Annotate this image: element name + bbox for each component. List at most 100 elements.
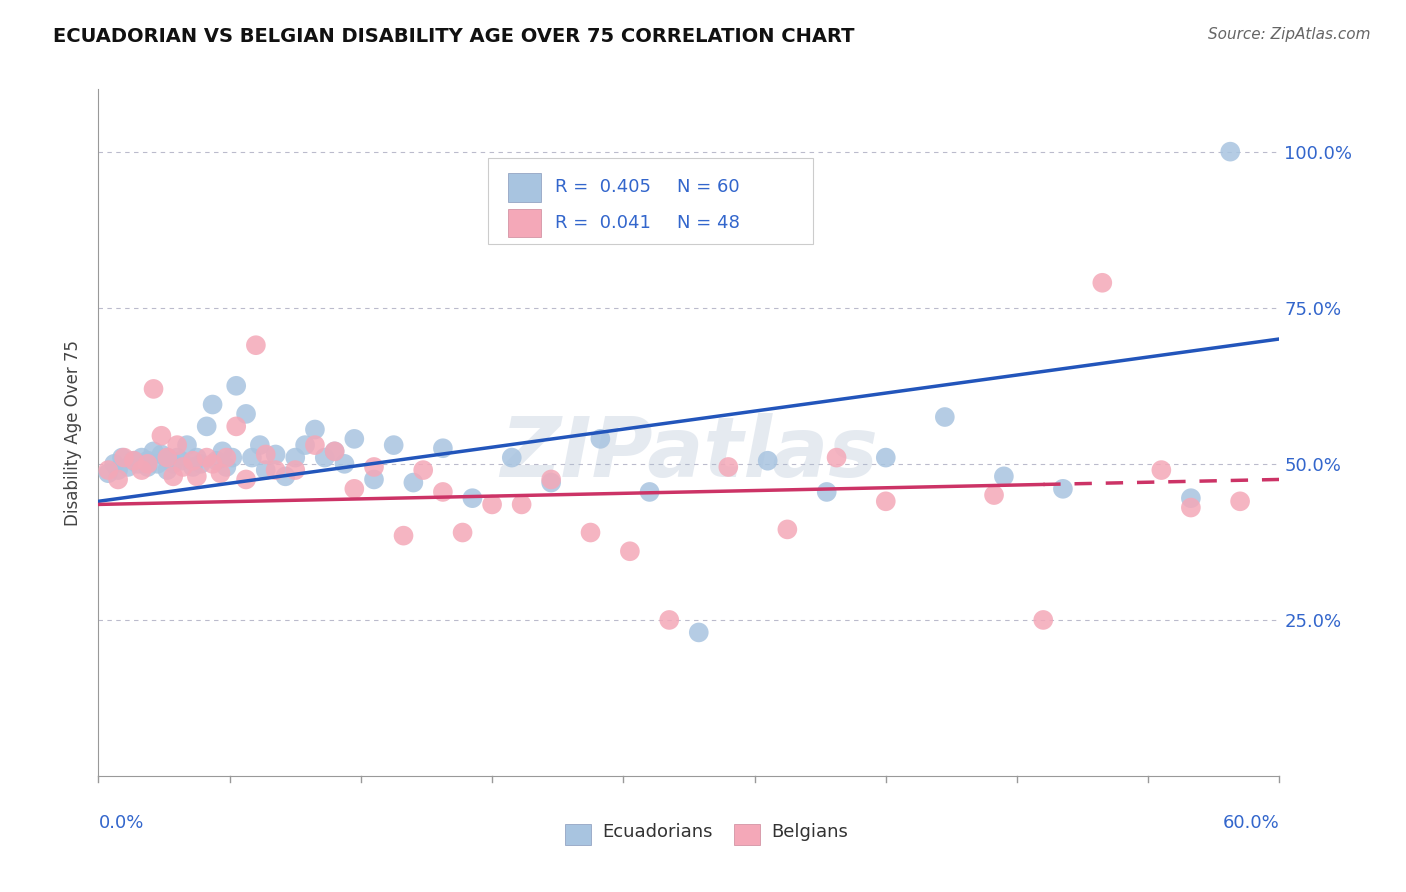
Point xyxy=(579,525,602,540)
Point xyxy=(432,442,454,455)
Point xyxy=(235,473,257,487)
Point xyxy=(170,453,193,467)
Point xyxy=(825,450,848,465)
Point xyxy=(97,463,120,477)
Point xyxy=(1180,491,1202,505)
Point xyxy=(225,419,247,434)
Point xyxy=(205,453,228,467)
Point xyxy=(510,498,533,512)
Point xyxy=(201,457,224,471)
Point xyxy=(181,460,204,475)
Point xyxy=(131,463,153,477)
Point xyxy=(432,485,454,500)
Point xyxy=(363,473,385,487)
Text: 60.0%: 60.0% xyxy=(1223,814,1279,832)
Point xyxy=(127,457,149,471)
Point xyxy=(186,450,208,465)
Point xyxy=(993,469,1015,483)
Point xyxy=(136,457,159,471)
Point xyxy=(304,422,326,436)
Point xyxy=(1032,613,1054,627)
Point xyxy=(117,460,139,475)
Point xyxy=(122,453,145,467)
Point xyxy=(142,382,165,396)
Point xyxy=(245,338,267,352)
Point xyxy=(156,463,179,477)
Point xyxy=(215,460,238,475)
Point xyxy=(274,469,297,483)
Point xyxy=(186,469,208,483)
Point xyxy=(343,482,366,496)
Point xyxy=(323,444,346,458)
Point xyxy=(249,438,271,452)
Text: ZIPatlas: ZIPatlas xyxy=(501,413,877,494)
Point xyxy=(402,475,425,490)
Point xyxy=(136,460,159,475)
Point xyxy=(323,444,346,458)
Point xyxy=(107,463,129,477)
Point xyxy=(176,438,198,452)
Point xyxy=(314,450,336,465)
Point xyxy=(190,457,212,471)
Text: R =  0.041: R = 0.041 xyxy=(555,214,651,232)
Point xyxy=(235,407,257,421)
Point xyxy=(254,448,277,462)
Point xyxy=(363,460,385,475)
Point xyxy=(983,488,1005,502)
Point xyxy=(156,450,179,465)
Point xyxy=(540,473,562,487)
Point xyxy=(333,457,356,471)
FancyBboxPatch shape xyxy=(488,158,813,244)
Point xyxy=(172,460,194,475)
Point xyxy=(111,450,134,465)
Point xyxy=(211,444,233,458)
Point xyxy=(638,485,661,500)
Point xyxy=(589,432,612,446)
Point xyxy=(162,457,184,471)
Y-axis label: Disability Age Over 75: Disability Age Over 75 xyxy=(65,340,83,525)
Point xyxy=(481,498,503,512)
Point xyxy=(658,613,681,627)
Point xyxy=(461,491,484,505)
Point xyxy=(209,466,232,480)
Point xyxy=(540,475,562,490)
Point xyxy=(619,544,641,558)
Point xyxy=(201,398,224,412)
Point xyxy=(304,438,326,452)
Point xyxy=(195,450,218,465)
Point xyxy=(1219,145,1241,159)
Text: 0.0%: 0.0% xyxy=(98,814,143,832)
Point xyxy=(1229,494,1251,508)
Bar xyxy=(565,824,591,845)
Point xyxy=(688,625,710,640)
Point xyxy=(412,463,434,477)
Point xyxy=(451,525,474,540)
Point xyxy=(264,463,287,477)
Point xyxy=(107,473,129,487)
Point xyxy=(103,457,125,471)
Point xyxy=(150,428,173,442)
Point xyxy=(162,469,184,483)
Point xyxy=(392,528,415,542)
Point xyxy=(195,419,218,434)
Point xyxy=(294,438,316,452)
Point xyxy=(382,438,405,452)
Text: Ecuadorians: Ecuadorians xyxy=(603,823,713,841)
Point xyxy=(122,453,145,467)
Point xyxy=(1150,463,1173,477)
Bar xyxy=(508,173,541,202)
Point xyxy=(815,485,838,500)
Text: ECUADORIAN VS BELGIAN DISABILITY AGE OVER 75 CORRELATION CHART: ECUADORIAN VS BELGIAN DISABILITY AGE OVE… xyxy=(53,27,855,45)
Point xyxy=(166,450,188,465)
Point xyxy=(1091,276,1114,290)
Point xyxy=(142,444,165,458)
Point xyxy=(1052,482,1074,496)
Point xyxy=(181,453,204,467)
Point xyxy=(136,453,159,467)
Point xyxy=(166,438,188,452)
Point xyxy=(156,450,179,465)
Bar xyxy=(508,209,541,237)
Point xyxy=(756,453,779,467)
Point xyxy=(776,522,799,536)
Point xyxy=(240,450,263,465)
